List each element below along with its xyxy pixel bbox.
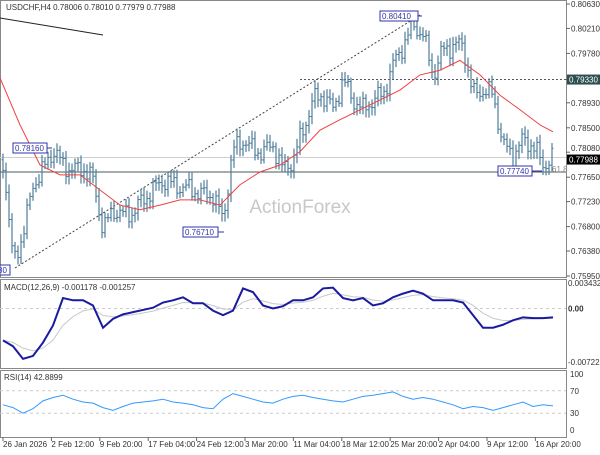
high-label: 0.80410 — [382, 12, 411, 21]
time-tick-label: 9 Feb 20:00 — [100, 440, 143, 449]
time-tick-label: 3 Mar 20:00 — [245, 440, 288, 449]
price-tick-label: 0.77650 — [571, 173, 600, 182]
price-tick-label: 0.76800 — [571, 223, 600, 232]
macd-line — [2, 286, 554, 361]
price-tick-label: 0.75950 — [571, 272, 600, 281]
swing-low-label: 0.76710 — [185, 228, 214, 237]
watermark: ActionForex — [249, 197, 351, 218]
rsi-line — [2, 391, 554, 414]
rsi-tick-label: 30 — [570, 409, 579, 418]
time-tick-label: 18 Mar 12:00 — [342, 440, 390, 449]
moving-average-line — [0, 59, 554, 211]
macd-tick-label: -0.007223 — [568, 358, 600, 367]
price-tick-label: 0.79780 — [571, 49, 600, 58]
price-panel — [0, 0, 567, 278]
resistance-price-tag — [567, 74, 600, 85]
swing-high-label: 0.78160 — [15, 144, 44, 153]
time-tick-label: 16 Apr 20:00 — [535, 440, 581, 449]
low-label: 0.77740 — [500, 167, 529, 176]
time-tick-label: 9 Apr 12:00 — [487, 440, 528, 449]
chart-header: USDCHF,H4 0.78006 0.78010 0.77979 0.7798… — [6, 3, 176, 12]
start-low-label-box — [0, 264, 11, 276]
macd-tick-label: 0.003432 — [568, 279, 600, 288]
rsi-tick-label: 100 — [570, 370, 584, 379]
time-tick-label: 2 Feb 12:00 — [51, 440, 94, 449]
price-tick-label: 0.76380 — [571, 247, 600, 256]
current-price-tag — [567, 154, 600, 165]
price-tick-label: 0.77230 — [571, 198, 600, 207]
price-tick-label: 0.79330 — [569, 76, 598, 85]
macd-panel — [0, 279, 567, 369]
trendline — [0, 17, 104, 36]
time-tick-label: 26 Jan 2026 — [3, 440, 48, 449]
time-tick-label: 11 Mar 04:00 — [293, 440, 340, 449]
time-tick-label: 2 Apr 04:00 — [439, 440, 480, 449]
time-tick-label: 24 Feb 12:00 — [197, 440, 245, 449]
macd-title: MACD(12,26,9) -0.001178 -0.001257 — [4, 283, 136, 292]
price-tick-label: 0.80210 — [571, 24, 600, 33]
fib-level-label: 61.8 — [552, 165, 568, 174]
time-tick-label: 25 Mar 20:00 — [390, 440, 438, 449]
time-tick-label: 17 Feb 04:00 — [148, 440, 196, 449]
price-tick-label: 0.80630 — [571, 0, 600, 9]
rsi-tick-label: 0 — [570, 426, 575, 435]
macd-tick-label: 0.00 — [568, 304, 584, 313]
rsi-title: RSI(14) 42.8899 — [4, 373, 63, 382]
rsi-tick-label: 70 — [570, 387, 579, 396]
start-low-label: 0.75930 — [0, 266, 7, 275]
current-price-label: 0.77988 — [569, 156, 598, 165]
price-tick-label: 0.78080 — [571, 144, 600, 153]
price-tick-label: 0.78500 — [571, 124, 600, 133]
channel-trendline — [14, 14, 421, 269]
rsi-panel — [0, 370, 567, 438]
price-tick-label: 0.78930 — [571, 99, 600, 108]
